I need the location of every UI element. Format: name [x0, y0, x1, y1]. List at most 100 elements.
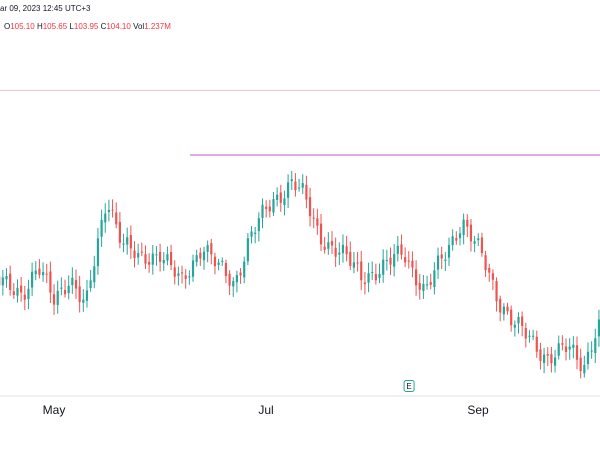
candle[interactable]	[159, 243, 162, 272]
candle[interactable]	[27, 279, 30, 310]
candle[interactable]	[553, 350, 557, 373]
candle[interactable]	[360, 251, 363, 291]
candle[interactable]	[349, 241, 352, 270]
candle[interactable]	[517, 312, 520, 334]
candle[interactable]	[235, 270, 239, 293]
candle[interactable]	[586, 342, 590, 370]
candle[interactable]	[184, 269, 187, 289]
candle[interactable]	[38, 259, 41, 279]
candle[interactable]	[56, 280, 59, 314]
candle[interactable]	[115, 202, 118, 229]
candle[interactable]	[140, 242, 143, 257]
candle[interactable]	[564, 338, 568, 361]
candle[interactable]	[535, 330, 538, 358]
candle[interactable]	[367, 262, 370, 293]
candle[interactable]	[345, 235, 348, 262]
candle[interactable]	[217, 258, 220, 271]
candle[interactable]	[52, 284, 56, 315]
candle[interactable]	[308, 187, 312, 227]
candle[interactable]	[5, 268, 8, 288]
candle[interactable]	[557, 335, 560, 360]
candle[interactable]	[524, 322, 527, 348]
candle[interactable]	[224, 259, 228, 284]
candle[interactable]	[188, 270, 191, 285]
candle[interactable]	[104, 203, 107, 233]
candle[interactable]	[590, 341, 593, 359]
candle[interactable]	[180, 265, 184, 284]
candle[interactable]	[155, 246, 158, 266]
candle[interactable]	[283, 190, 286, 216]
candle[interactable]	[206, 240, 209, 263]
candle[interactable]	[444, 252, 447, 271]
candle[interactable]	[20, 276, 23, 302]
candle[interactable]	[447, 237, 451, 266]
candle[interactable]	[9, 265, 12, 296]
candle[interactable]	[429, 273, 432, 290]
candle[interactable]	[243, 256, 246, 284]
candle[interactable]	[129, 225, 132, 259]
candle[interactable]	[451, 229, 454, 251]
candle[interactable]	[16, 279, 19, 303]
candle[interactable]	[250, 226, 253, 244]
candle[interactable]	[371, 261, 374, 281]
candle[interactable]	[414, 260, 418, 296]
candle[interactable]	[93, 255, 96, 289]
candle[interactable]	[257, 212, 260, 242]
candle[interactable]	[254, 226, 257, 244]
candle[interactable]	[85, 279, 89, 308]
candle[interactable]	[400, 234, 403, 260]
candle[interactable]	[334, 237, 337, 267]
candle[interactable]	[393, 244, 396, 277]
candle[interactable]	[297, 178, 301, 192]
candle[interactable]	[513, 320, 516, 337]
candle[interactable]	[502, 303, 505, 321]
candle[interactable]	[594, 328, 597, 364]
candle[interactable]	[597, 309, 600, 347]
candle[interactable]	[425, 275, 429, 290]
candle[interactable]	[433, 262, 436, 295]
candle[interactable]	[418, 273, 421, 300]
candle[interactable]	[239, 268, 242, 284]
candle[interactable]	[148, 253, 151, 273]
candle[interactable]	[82, 289, 85, 312]
candle[interactable]	[34, 261, 37, 281]
candle[interactable]	[458, 226, 462, 246]
candle[interactable]	[561, 335, 564, 351]
candle[interactable]	[89, 269, 92, 292]
candle[interactable]	[173, 260, 176, 285]
candle[interactable]	[532, 329, 535, 341]
candle[interactable]	[404, 247, 407, 268]
candle[interactable]	[327, 232, 330, 255]
candle[interactable]	[462, 213, 465, 245]
candle[interactable]	[382, 249, 385, 283]
candle[interactable]	[202, 246, 206, 270]
candle[interactable]	[319, 213, 323, 252]
candle[interactable]	[78, 275, 81, 313]
candle[interactable]	[378, 263, 381, 284]
candle[interactable]	[579, 348, 582, 379]
candle[interactable]	[126, 227, 129, 255]
candle[interactable]	[195, 249, 198, 267]
candle[interactable]	[96, 227, 100, 275]
candle[interactable]	[276, 187, 279, 207]
candle[interactable]	[199, 247, 202, 266]
candle[interactable]	[41, 262, 45, 282]
candle[interactable]	[67, 275, 70, 300]
candle[interactable]	[330, 231, 334, 255]
candle[interactable]	[477, 233, 480, 247]
candle[interactable]	[210, 238, 213, 265]
candle[interactable]	[137, 243, 140, 265]
candle[interactable]	[352, 251, 356, 274]
candle[interactable]	[575, 336, 579, 370]
candle[interactable]	[272, 192, 275, 216]
candle[interactable]	[45, 263, 48, 284]
candle[interactable]	[521, 311, 524, 337]
candle[interactable]	[583, 355, 586, 378]
candle[interactable]	[287, 174, 290, 209]
candle[interactable]	[151, 244, 154, 275]
candle[interactable]	[213, 252, 217, 275]
candle[interactable]	[111, 199, 114, 218]
candle[interactable]	[546, 347, 549, 366]
candle[interactable]	[389, 247, 392, 276]
